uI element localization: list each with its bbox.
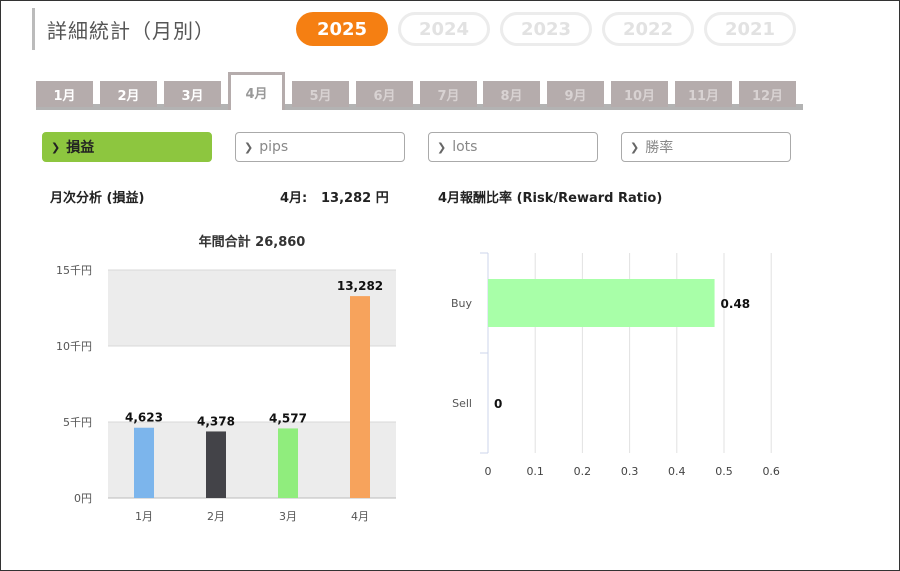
y-tick-label: 15千円 [56,264,92,277]
month-tab-7[interactable]: 7月 [420,81,477,107]
monthly-pnl-chart: 年間合計 26,860 0円 5千円 10千円 15千円 4,623 1月 4,378 2月 4,… [56,234,396,523]
data-label: 4,577 [269,411,307,425]
chevron-right-icon: ❯ [630,140,640,154]
filter-button-profit[interactable]: ❯ 損益 [42,132,212,162]
plot-band [108,270,396,346]
filter-button-winrate[interactable]: ❯ 勝率 [621,132,791,162]
year-selector: 2025 2024 2023 2022 2021 [296,12,796,46]
month-tab-1[interactable]: 1月 [36,81,93,107]
x-tick-label: 0.6 [762,465,780,478]
year-tab-2023[interactable]: 2023 [500,12,592,46]
year-tab-2024[interactable]: 2024 [398,12,490,46]
filter-label: 損益 [66,140,95,156]
month-tab-11[interactable]: 11月 [675,81,732,107]
month-tab-9[interactable]: 9月 [547,81,604,107]
data-label: 0.48 [721,297,751,311]
month-tab-12[interactable]: 12月 [739,81,796,107]
x-tick-label: 0 [485,465,492,478]
month-tab-4[interactable]: 4月 [228,72,285,110]
x-tick-label: 2月 [207,510,225,523]
x-tick-label: 0.5 [715,465,733,478]
page-header: 詳細統計（月別） [32,8,215,50]
x-tick-label: 0.2 [574,465,592,478]
filter-label: lots [452,139,478,155]
x-tick-label: 3月 [279,510,297,523]
year-tab-2022[interactable]: 2022 [602,12,694,46]
filter-button-pips[interactable]: ❯ pips [235,132,405,162]
month-tab-2[interactable]: 2月 [100,81,157,107]
bar-3月 [278,428,298,498]
x-tick-label: 1月 [135,510,153,523]
chevron-right-icon: ❯ [244,140,254,154]
data-label: 4,378 [197,414,235,428]
plot-band [108,422,396,498]
year-tab-2021[interactable]: 2021 [704,12,796,46]
filter-label: 勝率 [645,140,674,156]
bar-4月 [350,296,370,498]
month-tabs: 1月 2月 3月 4月 5月 6月 7月 8月 9月 10月 11月 12月 [36,72,803,110]
monthly-summary-label: 4月: [280,191,308,206]
y-tick-label: Sell [452,397,472,410]
chevron-right-icon: ❯ [437,140,447,154]
month-tab-10[interactable]: 10月 [611,81,668,107]
x-tick-label: 4月 [351,510,369,523]
chevron-right-icon: ❯ [51,140,61,154]
y-tick-label: 5千円 [63,416,92,429]
y-tick-label: Buy [451,297,473,310]
data-label: 13,282 [337,279,383,293]
bar-1月 [134,427,154,498]
monthly-summary-value: 13,282 円 [321,191,389,206]
month-tab-6[interactable]: 6月 [356,81,413,107]
filter-label: pips [259,139,289,155]
y-tick-label: 0円 [74,492,92,505]
month-tab-5[interactable]: 5月 [292,81,349,107]
monthly-analysis-title: 月次分析 (損益) [50,191,145,206]
data-label: 4,623 [125,411,163,425]
data-label: 0 [494,397,502,411]
x-tick-label: 0.4 [668,465,686,478]
x-tick-label: 0.3 [621,465,639,478]
month-tabs-underline [36,104,803,110]
year-tab-2025[interactable]: 2025 [296,12,388,46]
y-tick-label: 10千円 [56,340,92,353]
bar-2月 [206,431,226,498]
ratio-section-title: 4月報酬比率 (Risk/Reward Ratio) [438,191,663,206]
x-tick-label: 0.1 [526,465,544,478]
month-tab-8[interactable]: 8月 [483,81,540,107]
chart-title: 年間合計 26,860 [199,234,306,250]
risk-reward-chart: 0 0.1 0.2 0.3 0.4 0.5 0.6 0.48 Buy 0 Sell [451,252,780,478]
bar-Buy [488,279,715,327]
month-tab-3[interactable]: 3月 [164,81,221,107]
page-title: 詳細統計（月別） [47,18,215,43]
filter-button-lots[interactable]: ❯ lots [428,132,598,162]
